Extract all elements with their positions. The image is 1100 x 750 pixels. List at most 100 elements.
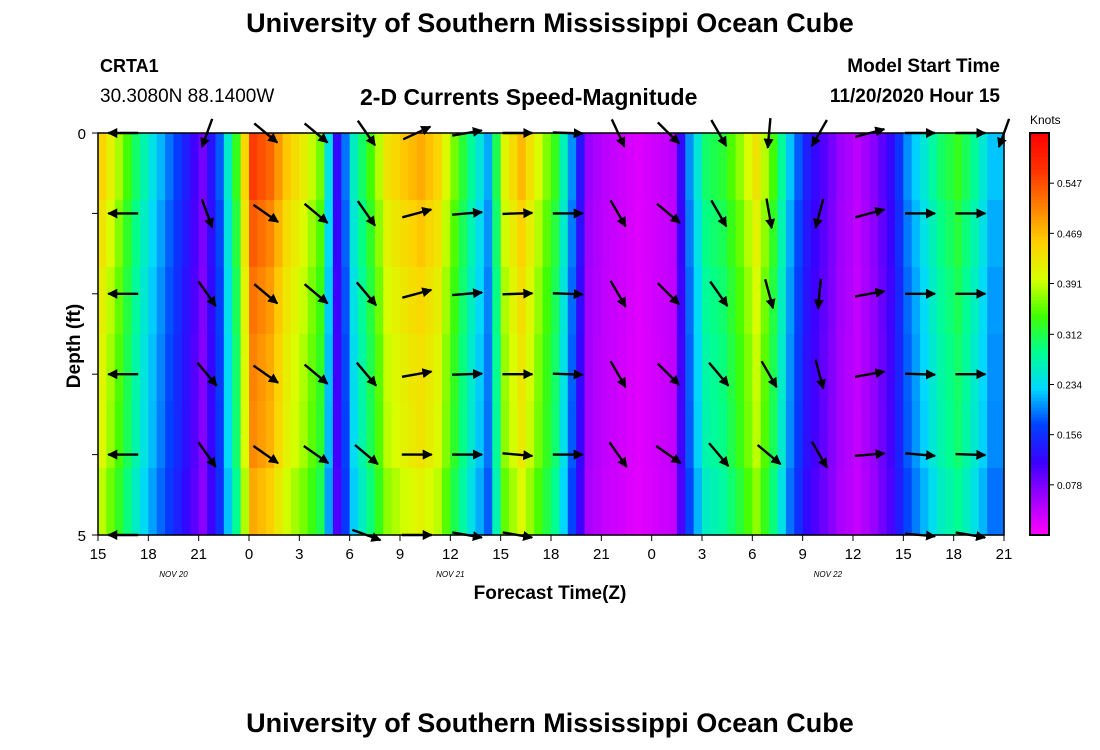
colorbar-segment [1030,223,1049,228]
heatmap-cell [467,133,477,201]
heatmap-cell [366,133,376,201]
heatmap-cell [592,334,602,402]
heatmap-cell [567,200,577,268]
heatmap-cell [282,200,292,268]
heatmap-cell [945,334,955,402]
colorbar-segment [1030,350,1049,355]
colorbar-segment [1030,494,1049,499]
heatmap-cell [123,267,133,335]
heatmap-cell [500,200,510,268]
x-tick-label: 21 [593,546,610,563]
current-vector [401,206,433,219]
colorbar-segment [1030,360,1049,365]
x-tick-label: 18 [543,546,560,563]
heatmap-cell [962,200,972,268]
heatmap-cell [626,200,636,268]
heatmap-cell [844,200,854,268]
heatmap-cell [743,133,753,201]
heatmap-cell [165,200,175,268]
heatmap-cell [660,200,670,268]
heatmap-cell [207,334,217,402]
current-vector [355,281,378,307]
heatmap-cell [978,334,988,402]
heatmap-cell [475,401,485,469]
heatmap-cell [978,401,988,469]
heatmap-cell [836,401,846,469]
heatmap-cell [483,401,493,469]
heatmap-cell [567,267,577,335]
heatmap-cell [894,334,904,402]
current-vector [252,203,279,223]
heatmap-cell [114,200,124,268]
heatmap-cell [727,133,737,201]
heatmap-cell [282,334,292,402]
heatmap-cell [911,267,921,335]
x-tick-label: 18 [140,546,157,563]
heatmap-cell [601,267,611,335]
x-axis-label: Forecast Time(Z) [473,583,627,604]
current-vector [355,361,378,387]
heatmap-cell [190,401,200,469]
heatmap-cell [249,133,258,201]
heatmap-cell [592,267,602,335]
heatmap-cell [274,334,284,402]
heatmap-cell [945,133,955,201]
heatmap-cell [299,334,309,402]
heatmap-cell [844,267,854,335]
colorbar-segment [1030,390,1049,395]
colorbar-segment [1030,334,1049,338]
current-vector [354,444,379,466]
colorbar-segment [1030,136,1049,141]
current-vector [303,283,329,305]
heatmap-cell [475,267,485,335]
colorbar-segment [1030,531,1049,536]
heatmap-cell [894,468,904,536]
heatmap-cell [978,133,988,201]
heatmap-cell [492,468,502,536]
heatmap-cell [953,468,963,536]
heatmap-cell [525,334,535,402]
current-vector [502,288,534,299]
heatmap-cell [752,401,762,469]
heatmap-cell [341,468,351,536]
heatmap-cell [181,401,191,469]
heatmap-cell [441,401,451,469]
heatmap-cell [634,133,644,201]
heatmap-cell [710,267,720,335]
model-start-value: 11/20/2020 Hour 15 [829,86,1000,107]
heatmap-cell [156,401,166,469]
heatmap-cell [735,468,745,536]
colorbar-segment [1030,384,1049,389]
current-vector [252,445,279,465]
page-title: University of Southern Mississippi Ocean… [246,8,854,38]
heatmap-cell [693,334,703,402]
heatmap-cell [903,401,913,469]
heatmap-cell [467,468,477,536]
heatmap-cell [215,334,225,402]
heatmap-cell [584,267,594,335]
colorbar-segment [1030,417,1049,422]
heatmap-cell [643,200,653,268]
colorbar-segment [1030,488,1049,493]
heatmap-cell [920,267,930,335]
heatmap-cell [777,133,787,201]
heatmap-cell [702,468,711,536]
colorbar-segment [1030,401,1049,405]
heatmap-cell [425,334,435,402]
heatmap-cell [458,468,468,536]
colorbar-segment [1030,427,1049,432]
colorbar-segment [1030,270,1049,275]
heatmap-cell [970,468,980,536]
colorbar-segment [1030,213,1049,218]
heatmap-cell [299,200,309,268]
current-vector [765,198,776,230]
heatmap-cell [769,401,779,469]
heatmap-cell [467,267,477,335]
heatmap-cell [970,200,980,268]
heatmap-cell [232,133,242,201]
colorbar-segment [1030,133,1049,137]
colorbar-segment [1030,491,1049,496]
colorbar-segment [1030,267,1049,271]
heatmap-cell [232,401,242,469]
heatmap-cell [114,468,124,536]
